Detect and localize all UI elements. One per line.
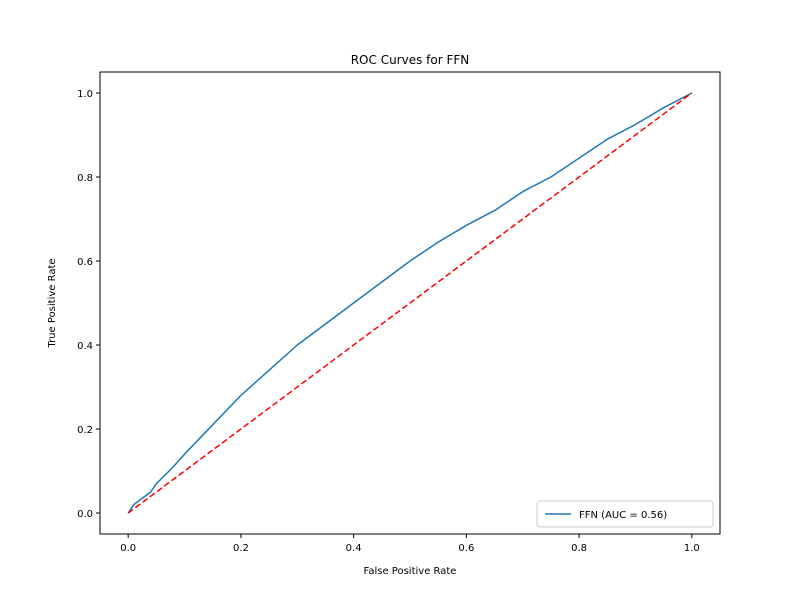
x-tick-label: 0.8 [571, 543, 587, 554]
y-tick-label: 0.0 [77, 509, 93, 520]
legend-label: FFN (AUC = 0.56) [579, 510, 667, 521]
x-tick-label: 0.2 [233, 543, 249, 554]
chance-diagonal-line [127, 92, 693, 514]
y-axis-label: True Positive Rate [47, 258, 58, 348]
x-tick-label: 0.4 [346, 543, 362, 554]
legend: FFN (AUC = 0.56) [536, 500, 714, 528]
y-axis-ticks: 0.0 0.2 0.4 0.6 0.8 1.0 [77, 89, 100, 520]
roc-curve-line [127, 92, 693, 514]
y-tick-label: 0.2 [77, 425, 93, 436]
x-tick-label: 0.0 [120, 543, 136, 554]
y-tick-label: 1.0 [77, 89, 93, 100]
x-axis-ticks: 0.0 0.2 0.4 0.6 0.8 1.0 [120, 534, 700, 554]
x-tick-label: 0.6 [458, 543, 474, 554]
y-tick-label: 0.8 [77, 173, 93, 184]
x-tick-label: 1.0 [684, 543, 700, 554]
y-tick-label: 0.4 [77, 341, 93, 352]
y-tick-label: 0.6 [77, 257, 93, 268]
legend-box [536, 500, 714, 528]
series-layer [127, 92, 693, 514]
chart-title: ROC Curves for FFN [351, 53, 470, 67]
axes-frame [99, 71, 721, 535]
x-axis-label: False Positive Rate [364, 566, 457, 577]
